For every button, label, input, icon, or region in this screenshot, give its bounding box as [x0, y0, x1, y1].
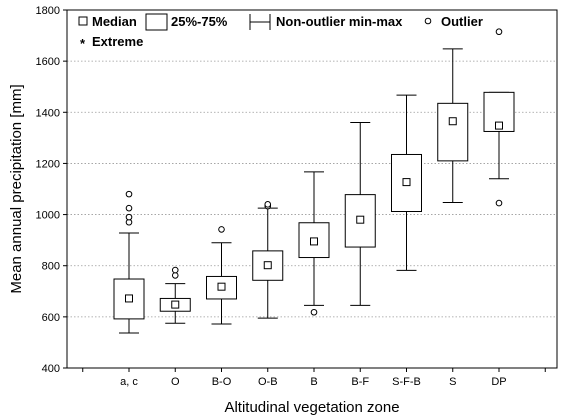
median-marker [356, 215, 365, 224]
x-tick-label: B [310, 376, 317, 388]
outlier-point [495, 199, 503, 207]
outlier-point [171, 266, 179, 274]
median-marker [310, 237, 318, 246]
outlier-point [125, 213, 133, 221]
box-group [298, 171, 330, 316]
box-group [344, 122, 376, 306]
box-group [252, 201, 284, 319]
legend-box-marker [145, 13, 168, 31]
legend-whisker-marker [249, 14, 271, 30]
median-marker [171, 300, 180, 309]
x-axis-ticks: a, c O B-O O-B B B-F S-F-B S DP [82, 368, 546, 388]
x-tick-label: a, c [120, 376, 138, 388]
y-tick-label: 1600 [36, 56, 60, 68]
outlier-point [310, 308, 318, 316]
legend-median-label: Median [92, 14, 137, 29]
median-marker [448, 117, 457, 126]
median-marker [495, 121, 503, 130]
outlier-point [264, 201, 272, 208]
y-axis-ticks: 400 600 800 1000 1200 1400 1600 1800 [36, 5, 67, 375]
outlier-point [218, 226, 225, 233]
y-tick-label: 1400 [36, 107, 60, 119]
y-tick-label: 1000 [36, 210, 60, 222]
outlier-point [171, 272, 179, 279]
box-group [113, 190, 145, 334]
legend-box-label: 25%-75% [171, 14, 228, 29]
outlier-point [495, 28, 503, 36]
x-axis-title: Altitudinal vegetation zone [224, 399, 399, 416]
x-tick-label: B-F [351, 376, 369, 388]
y-axis-title: Mean annual precipitation [mm] [8, 84, 25, 293]
iqr-box [252, 250, 284, 281]
x-tick-label: S [449, 376, 456, 388]
gridlines [67, 60, 557, 318]
plot-area-frame [66, 9, 558, 369]
outlier-point [125, 204, 133, 212]
y-tick-label: 400 [42, 363, 60, 375]
legend-whisker-label: Non-outlier min-max [276, 14, 403, 29]
legend-median-marker [78, 16, 88, 26]
median-marker [125, 294, 133, 303]
box-group [483, 28, 515, 207]
y-tick-label: 600 [42, 312, 60, 324]
x-tick-label: DP [491, 376, 506, 388]
y-tick-label: 1800 [36, 5, 60, 17]
outlier-point [125, 190, 133, 198]
x-tick-label: B-O [212, 376, 232, 388]
box-group [206, 226, 237, 325]
legend-outlier-label: Outlier [441, 14, 483, 29]
median-marker [263, 261, 272, 270]
x-tick-label: S-F-B [392, 376, 421, 388]
iqr-box [437, 102, 469, 162]
legend: Median 25%-75% Non-outlier min-max Outli… [78, 13, 483, 51]
legend-extreme-label: Extreme [92, 34, 143, 49]
x-tick-label: O-B [258, 376, 278, 388]
box-group [159, 266, 191, 324]
y-tick-label: 800 [42, 261, 60, 273]
y-tick-label: 1200 [36, 158, 60, 170]
median-marker [217, 282, 226, 291]
median-marker [402, 178, 411, 187]
box-group [437, 48, 469, 204]
legend-outlier-marker [424, 17, 432, 25]
box-group [391, 94, 422, 271]
x-tick-label: O [171, 376, 180, 388]
boxes [113, 28, 515, 334]
legend-extreme-marker: * [80, 36, 86, 51]
